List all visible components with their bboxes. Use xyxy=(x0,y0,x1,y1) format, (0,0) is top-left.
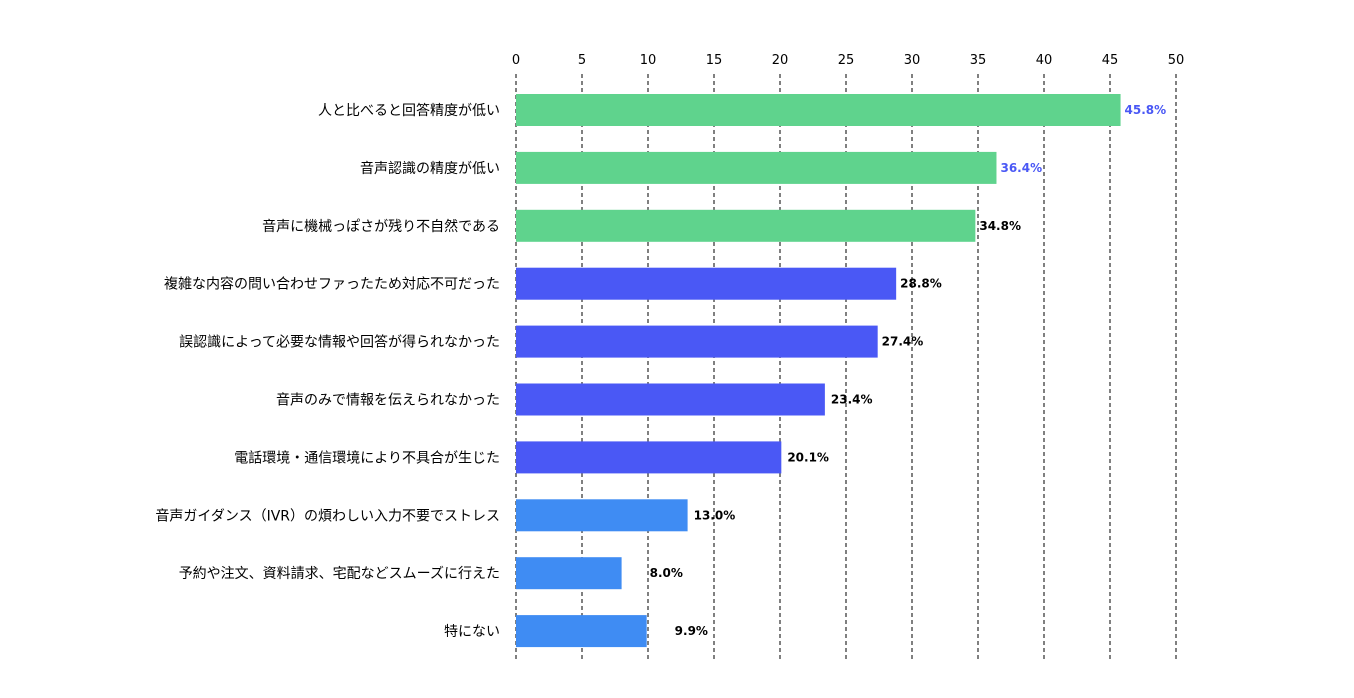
category-label: 特にない xyxy=(444,624,500,640)
category-label: 誤認識によって必要な情報や回答が得られなかった xyxy=(179,334,500,351)
value-label: 36.4% xyxy=(1000,161,1042,175)
x-tick-label: 35 xyxy=(970,53,987,68)
value-label: 8.0% xyxy=(650,566,683,580)
x-tick-label: 20 xyxy=(772,53,789,68)
category-label: 音声のみで情報を伝えられなかった xyxy=(276,392,500,409)
category-label: 予約や注文、資料請求、宅配などスムーズに行えた xyxy=(179,566,500,582)
value-label: 28.8% xyxy=(900,277,942,291)
value-label: 45.8% xyxy=(1125,103,1167,117)
value-label: 23.4% xyxy=(831,393,873,407)
bar xyxy=(516,209,976,242)
bar xyxy=(516,615,647,648)
value-label: 34.8% xyxy=(979,219,1021,233)
value-labels: 45.8% 36.4% 34.8% 28.8% 27.4% 23.4% 20.1% 13.0%… xyxy=(650,103,1167,638)
value-label: 13.0% xyxy=(694,508,736,522)
x-tick-label: 5 xyxy=(578,53,586,68)
category-label: 音声認識の精度が低い xyxy=(360,160,500,177)
x-tick-label: 45 xyxy=(1102,53,1119,68)
x-tick-label: 50 xyxy=(1168,53,1185,68)
bar xyxy=(516,557,622,590)
value-label: 9.9% xyxy=(675,624,708,638)
category-label: 人と比べると回答精度が低い xyxy=(318,102,500,119)
category-label: 電話環境・通信環境により不具合が生じた xyxy=(234,449,500,466)
x-tick-label: 30 xyxy=(904,53,921,68)
category-labels: 人と比べると回答精度が低い音声認識の精度が低い音声に機械っぽさが残り不自然である… xyxy=(155,102,500,640)
value-label: 27.4% xyxy=(882,335,924,349)
bar xyxy=(516,267,897,300)
value-label: 20.1% xyxy=(787,450,829,464)
bar xyxy=(516,94,1121,126)
x-tick-label: 10 xyxy=(640,53,657,68)
bar xyxy=(516,499,688,532)
x-tick-label: 15 xyxy=(706,53,723,68)
x-axis-ticks: 0 5 10 15 20 25 30 35 40 45 50 xyxy=(512,53,1184,68)
bar xyxy=(516,383,825,416)
x-tick-label: 0 xyxy=(512,53,520,68)
category-label: 音声ガイダンス（IVR）の煩わしい入力不要でストレス xyxy=(155,507,500,524)
category-label: 複雑な内容の問い合わせファったため対応不可だった xyxy=(164,276,500,293)
x-tick-label: 40 xyxy=(1036,53,1053,68)
bar xyxy=(516,325,878,358)
bar xyxy=(516,151,997,184)
x-tick-label: 25 xyxy=(838,53,855,68)
category-label: 音声に機械っぽさが残り不自然である xyxy=(262,218,500,235)
bars xyxy=(516,94,1121,648)
bar xyxy=(516,441,782,474)
